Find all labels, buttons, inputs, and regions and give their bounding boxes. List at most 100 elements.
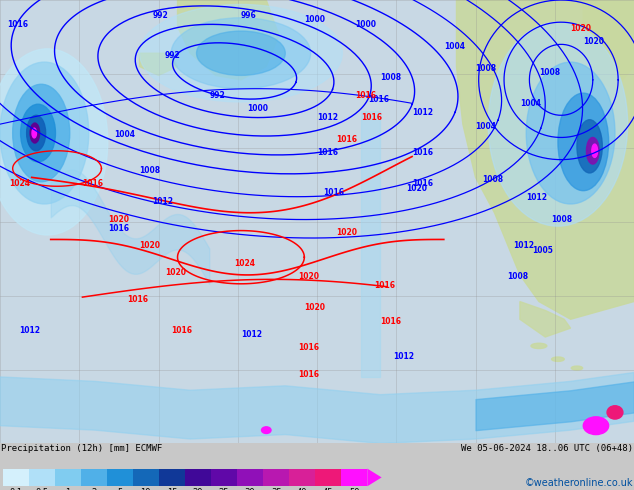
- Text: 1000: 1000: [355, 20, 376, 28]
- Ellipse shape: [197, 31, 285, 75]
- Ellipse shape: [139, 4, 342, 102]
- Text: 1020: 1020: [165, 268, 186, 277]
- Bar: [315, 468, 341, 486]
- Text: 0.1: 0.1: [9, 488, 22, 490]
- Text: 1020: 1020: [108, 215, 129, 224]
- Text: 1016: 1016: [8, 20, 29, 28]
- Text: 992: 992: [165, 50, 181, 60]
- Bar: [263, 468, 289, 486]
- Text: 20: 20: [193, 488, 203, 490]
- Text: 1004: 1004: [114, 130, 135, 140]
- Text: 35: 35: [271, 488, 281, 490]
- Text: 1008: 1008: [476, 64, 496, 73]
- Text: 1012: 1012: [241, 330, 262, 339]
- Ellipse shape: [577, 120, 602, 173]
- Bar: [211, 468, 237, 486]
- Text: 1016: 1016: [323, 188, 344, 197]
- Text: 1020: 1020: [406, 184, 427, 193]
- Text: 1016: 1016: [412, 179, 433, 188]
- Ellipse shape: [0, 62, 89, 204]
- Bar: [159, 468, 185, 486]
- Text: 30: 30: [245, 488, 256, 490]
- Text: 1016: 1016: [127, 294, 148, 303]
- Text: 1020: 1020: [304, 303, 325, 313]
- Ellipse shape: [531, 343, 547, 348]
- Ellipse shape: [0, 49, 108, 235]
- Bar: [81, 468, 107, 486]
- Text: We 05-06-2024 18..06 UTC (06+48): We 05-06-2024 18..06 UTC (06+48): [461, 444, 633, 453]
- Text: 1012: 1012: [514, 242, 534, 250]
- Bar: [341, 468, 367, 486]
- Polygon shape: [456, 0, 634, 319]
- Text: 996: 996: [241, 11, 257, 20]
- Text: 1008: 1008: [139, 166, 160, 175]
- Text: 1016: 1016: [82, 179, 103, 188]
- Ellipse shape: [171, 18, 311, 89]
- Ellipse shape: [558, 93, 609, 191]
- Ellipse shape: [27, 115, 46, 151]
- Text: Precipitation (12h) [mm] ECMWF: Precipitation (12h) [mm] ECMWF: [1, 444, 162, 453]
- Text: 1005: 1005: [533, 246, 553, 255]
- Text: 10: 10: [141, 488, 151, 490]
- Ellipse shape: [586, 138, 599, 164]
- Bar: [133, 468, 159, 486]
- Text: 40: 40: [297, 488, 307, 490]
- Text: 1012: 1012: [412, 108, 433, 117]
- Text: 1008: 1008: [507, 272, 528, 281]
- Text: 992: 992: [152, 11, 168, 20]
- Bar: [55, 468, 81, 486]
- Text: 1004: 1004: [476, 122, 496, 131]
- Ellipse shape: [583, 417, 609, 435]
- Ellipse shape: [20, 104, 56, 162]
- Polygon shape: [520, 301, 571, 337]
- Text: 1000: 1000: [304, 15, 325, 24]
- Polygon shape: [139, 53, 178, 75]
- Ellipse shape: [552, 357, 564, 362]
- Text: 1004: 1004: [444, 42, 465, 51]
- Bar: [107, 468, 133, 486]
- Text: 1016: 1016: [380, 317, 401, 326]
- Ellipse shape: [13, 84, 70, 182]
- Ellipse shape: [526, 62, 615, 204]
- Bar: [3, 468, 29, 486]
- Text: 1020: 1020: [139, 242, 160, 250]
- Text: 1008: 1008: [539, 69, 560, 77]
- Bar: [237, 468, 263, 486]
- Text: 1004: 1004: [520, 99, 541, 108]
- Ellipse shape: [488, 22, 628, 226]
- Ellipse shape: [592, 144, 597, 157]
- Text: 1016: 1016: [298, 370, 319, 379]
- Text: 1012: 1012: [526, 193, 547, 201]
- Text: 1016: 1016: [171, 325, 192, 335]
- Bar: [185, 468, 211, 486]
- Text: 1012: 1012: [19, 325, 40, 335]
- Text: 1016: 1016: [374, 281, 395, 290]
- Polygon shape: [178, 0, 279, 80]
- Text: 1016: 1016: [355, 91, 376, 99]
- Text: 15: 15: [167, 488, 177, 490]
- Text: 1020: 1020: [298, 272, 319, 281]
- Text: 5: 5: [117, 488, 122, 490]
- Text: 1: 1: [65, 488, 70, 490]
- Text: 1008: 1008: [482, 175, 503, 184]
- Text: 1020: 1020: [336, 228, 357, 237]
- Ellipse shape: [261, 427, 271, 434]
- Bar: [29, 468, 55, 486]
- Ellipse shape: [571, 366, 583, 370]
- Text: 0.5: 0.5: [35, 488, 48, 490]
- Text: 1012: 1012: [317, 113, 338, 122]
- Text: 1016: 1016: [361, 113, 382, 122]
- Text: 45: 45: [323, 488, 333, 490]
- Text: 1024: 1024: [235, 259, 256, 268]
- Ellipse shape: [607, 406, 623, 419]
- Text: 2: 2: [91, 488, 96, 490]
- Text: 1024: 1024: [10, 179, 30, 188]
- Bar: [289, 468, 315, 486]
- Text: 1016: 1016: [368, 95, 389, 104]
- Polygon shape: [367, 468, 382, 486]
- Text: 1000: 1000: [247, 104, 268, 113]
- Ellipse shape: [32, 128, 36, 138]
- Text: 1016: 1016: [298, 343, 319, 352]
- Text: 1020: 1020: [571, 24, 592, 33]
- Text: ©weatheronline.co.uk: ©weatheronline.co.uk: [524, 478, 633, 488]
